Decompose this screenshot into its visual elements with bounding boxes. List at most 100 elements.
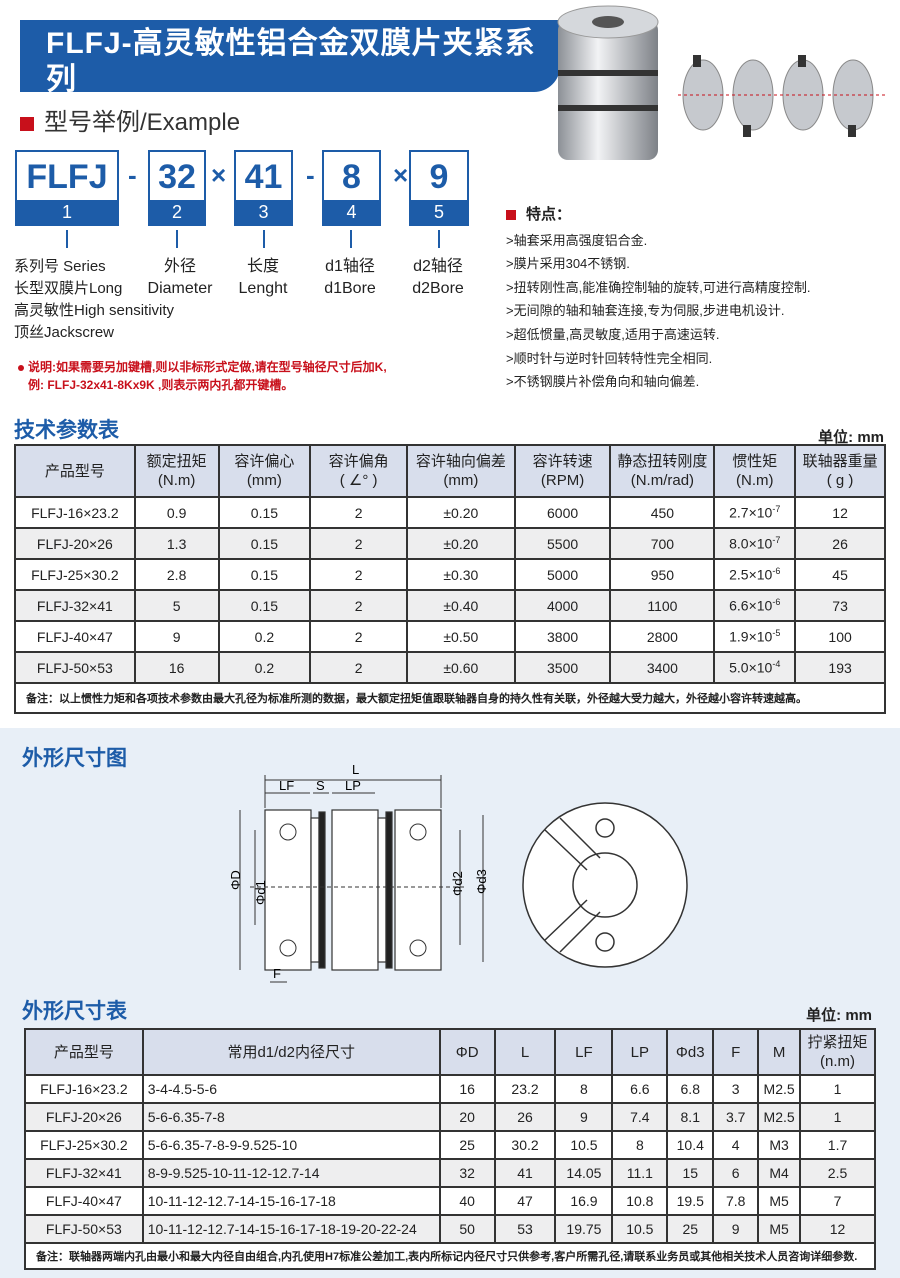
feature-item: >扭转刚性高,能准确控制轴的旋转,可进行高精度控制.: [506, 279, 811, 295]
table-cell: 2: [309, 620, 408, 653]
table-cell: 30.2: [493, 1130, 557, 1160]
red-square-icon: [506, 210, 516, 221]
table-cell: 10.8: [611, 1186, 669, 1216]
table-cell: FLFJ-25×30.2: [24, 1130, 144, 1160]
table-cell: FLFJ-32×41: [14, 589, 136, 622]
table-cell: ±0.30: [405, 558, 516, 591]
table-cell: 10.5: [554, 1130, 614, 1160]
table-row: FLFJ-16×23.2 0.9 0.15 2 ±0.20 6000 450 2.7×10-7…: [14, 496, 886, 529]
table-cell: 2: [309, 589, 408, 622]
table-note: 备注：联轴器两端内孔由最小和最大内径自由组合,内孔使用H7标准公差加工,表内所标…: [24, 1242, 876, 1270]
table-cell: M4: [757, 1158, 802, 1188]
note-line: 说明:如果需要另加键槽,则以非标形式定做,请在型号轴径尺寸后加K,: [28, 360, 387, 374]
table-cell: 8.1: [666, 1102, 715, 1132]
features-heading: 特点：: [506, 203, 810, 227]
connector-line: [176, 230, 178, 248]
table-cell: 1.3: [133, 527, 220, 560]
dim-label-d3: Φd3: [474, 869, 489, 894]
exponent: -5: [772, 628, 781, 639]
label-line: 长型双膜片Long: [14, 280, 123, 297]
table-cell: 6000: [513, 496, 612, 529]
column-header: 产品型号: [14, 444, 136, 498]
table-note-row: 备注：以上惯性力矩和各项技术参数由最大孔径为标准所测的数据，最大额定扭矩值跟联轴…: [14, 682, 886, 714]
table-row: FLFJ-20×26 5-6-6.35-7-8 20 26 9 7.4 8.1 3.7 M2.5…: [24, 1102, 876, 1132]
dimensions-table: 产品型号 常用d1/d2内径尺寸 ΦD L LF LP Φd3 F M 拧紧扭矩 (n.m) FLF…: [24, 1028, 876, 1270]
part-value: 41: [244, 158, 283, 196]
table-cell: 0.2: [217, 620, 312, 653]
dim-label-F: F: [273, 966, 281, 981]
table-cell: 950: [609, 558, 716, 591]
table-cell: 25: [666, 1214, 715, 1244]
table-row: FLFJ-16×23.2 3-4-4.5-5-6 16 23.2 8 6.6 6.8 3 M2.…: [24, 1074, 876, 1104]
table-cell: 2.5×10-6: [713, 558, 797, 591]
table-cell: FLFJ-25×30.2: [14, 558, 136, 591]
mantissa: 5.0×10: [729, 659, 773, 676]
table-cell: 15: [666, 1158, 715, 1188]
table-cell: 1100: [609, 589, 716, 622]
table-cell: 73: [794, 589, 886, 622]
table-cell: 16: [438, 1074, 496, 1104]
table-cell: 4000: [513, 589, 612, 622]
part-number: 2: [150, 200, 204, 224]
table-cell: 100: [794, 620, 886, 653]
header-line: 拧紧扭矩: [807, 1034, 868, 1051]
exponent: -7: [772, 535, 781, 546]
table-cell: 3.7: [712, 1102, 760, 1132]
model-part-diameter: 32 2: [148, 150, 206, 226]
label-d2: d2轴径 d2Bore: [403, 256, 473, 300]
product-image: [557, 5, 888, 160]
table-cell: 5-6-6.35-7-8: [141, 1102, 441, 1132]
exponent: -6: [772, 597, 781, 608]
table-cell: M2.5: [757, 1102, 802, 1132]
table-cell: 45: [794, 558, 886, 591]
table-cell: 8.0×10-7: [713, 527, 797, 560]
column-header: 静态扭转刚度 (N.m/rad): [609, 444, 716, 498]
table-cell: M3: [757, 1130, 802, 1160]
table-cell: 41: [493, 1158, 557, 1188]
dimension-drawing: L LF S LP ΦD Φd1 Φd2 Φd3 F: [228, 762, 688, 983]
header-unit: (N.m): [157, 472, 196, 489]
table-row: FLFJ-25×30.2 5-6-6.35-7-8-9-9.525-10 25 30.…: [24, 1130, 876, 1160]
part-number: 5: [411, 200, 467, 224]
table-cell: 1.9×10-5: [713, 620, 797, 653]
table-cell: 7.8: [712, 1186, 760, 1216]
table-cell: 1: [799, 1074, 876, 1104]
header-unit: (N.m/rad): [630, 472, 695, 489]
table-row: FLFJ-32×41 8-9-9.525-10-11-12-12.7-14 32 41…: [24, 1158, 876, 1188]
table-cell: 9: [712, 1214, 760, 1244]
page-title: FLFJ-高灵敏性铝合金双膜片夹紧系列: [46, 27, 536, 96]
header-unit: (mm): [443, 472, 479, 489]
table-cell: 12: [799, 1214, 876, 1244]
table-cell: 6.6: [611, 1074, 669, 1104]
table-cell: 8: [554, 1074, 614, 1104]
part-value: 8: [342, 158, 361, 196]
table-cell: 50: [438, 1214, 496, 1244]
table-cell: 5.0×10-4: [713, 651, 797, 684]
dim-label-S: S: [316, 778, 325, 793]
header-unit: (n.m): [820, 1053, 856, 1070]
table-cell: 3: [712, 1074, 760, 1104]
dim-label-LP: LP: [345, 778, 361, 793]
label-length: 长度 Lenght: [228, 256, 298, 300]
table-cell: 6: [712, 1158, 760, 1188]
table-cell: 23.2: [493, 1074, 557, 1104]
table-cell: FLFJ-20×26: [24, 1102, 144, 1132]
feature-item: >超低惯量,高灵敏度,适用于高速运转.: [506, 326, 720, 342]
table-cell: 0.2: [217, 651, 312, 684]
header-line: 惯性矩: [732, 453, 778, 470]
table-cell: FLFJ-20×26: [14, 527, 136, 560]
exponent: -4: [772, 659, 781, 670]
label-line: 外径: [163, 258, 196, 275]
table-cell: 700: [609, 527, 716, 560]
table-cell: FLFJ-40×47: [24, 1186, 144, 1216]
table-row: FLFJ-20×26 1.3 0.15 2 ±0.20 5500 700 8.0×10-7 26: [14, 527, 886, 560]
table-cell: 3800: [513, 620, 612, 653]
table-cell: ±0.60: [405, 651, 516, 684]
table-cell: 10.5: [611, 1214, 669, 1244]
example-heading: 型号举例/Example: [20, 102, 240, 137]
table-cell: FLFJ-32×41: [24, 1158, 144, 1188]
table-cell: 19.75: [554, 1214, 614, 1244]
features-title: 特点：: [526, 206, 572, 223]
column-header: ΦD: [438, 1028, 496, 1076]
